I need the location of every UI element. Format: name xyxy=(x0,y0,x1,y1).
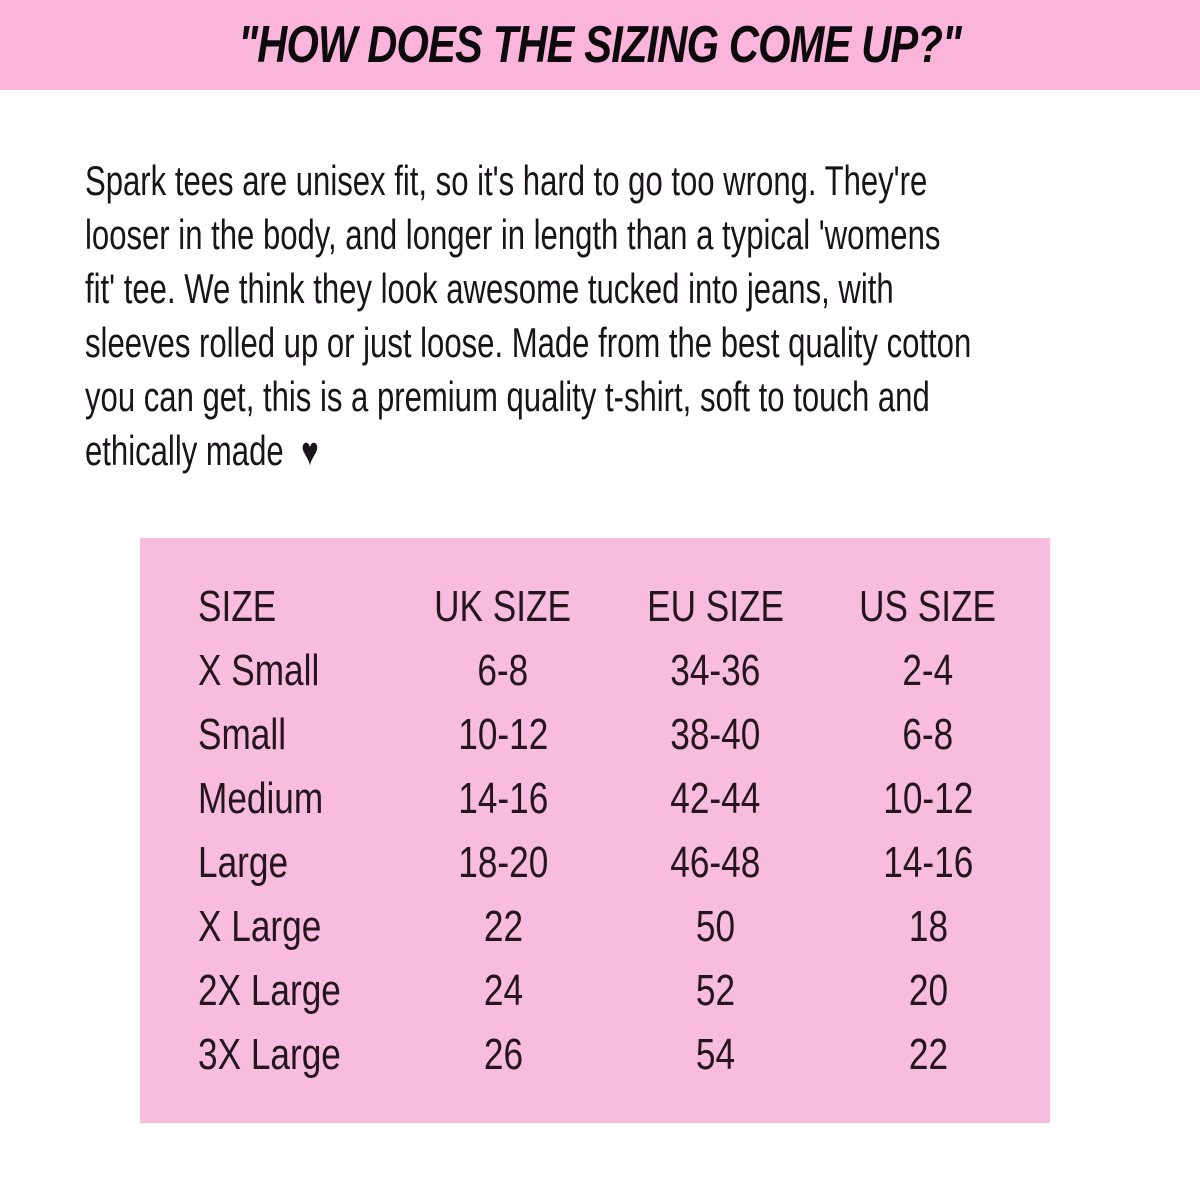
page-title: "HOW DOES THE SIZING COME UP?" xyxy=(238,16,962,74)
table-cell: 2-4 xyxy=(823,646,1033,696)
table-cell-value: 2-4 xyxy=(902,646,954,695)
table-row: X Small 6-8 34-36 2-4 xyxy=(198,639,1050,703)
paragraph-line: looser in the body, and longer in length… xyxy=(85,211,941,258)
column-header: UK SIZE xyxy=(398,582,608,632)
table-cell: X Large xyxy=(198,902,398,952)
column-header: EU SIZE xyxy=(608,582,823,632)
table-cell-value: 6-8 xyxy=(477,646,529,695)
intro-paragraph: Spark tees are unisex fit, so it's hard … xyxy=(85,154,1200,479)
table-cell: 18-20 xyxy=(398,838,608,888)
table-cell-value: X Small xyxy=(198,646,320,695)
table-cell-value: 52 xyxy=(695,966,736,1015)
paragraph-line-text: ethically made xyxy=(85,427,284,474)
table-cell: 26 xyxy=(398,1030,608,1080)
table-cell: 50 xyxy=(608,902,823,952)
table-row: Medium 14-16 42-44 10-12 xyxy=(198,767,1050,831)
table-cell-value: X Large xyxy=(198,902,322,951)
table-cell-value: 6-8 xyxy=(902,710,954,759)
table-cell-value: 14-16 xyxy=(457,774,549,823)
table-cell-value: 10-12 xyxy=(457,710,549,759)
sizing-guide-page: "HOW DOES THE SIZING COME UP?" Spark tee… xyxy=(0,0,1200,1123)
table-cell: 42-44 xyxy=(608,774,823,824)
paragraph-line: Spark tees are unisex fit, so it's hard … xyxy=(85,157,928,204)
table-cell-value: 42-44 xyxy=(670,774,761,823)
table-header-row: SIZE UK SIZE EU SIZE US SIZE xyxy=(198,575,1050,639)
table-cell: 10-12 xyxy=(398,710,608,760)
table-cell: 14-16 xyxy=(823,838,1033,888)
table-cell-value: 18 xyxy=(908,902,948,951)
column-header-label: US SIZE xyxy=(859,582,997,631)
column-header-label: EU SIZE xyxy=(647,582,784,631)
table-cell: 6-8 xyxy=(823,710,1033,760)
table-cell: 10-12 xyxy=(823,774,1033,824)
table-row: 3X Large 26 54 22 xyxy=(198,1023,1050,1087)
table-cell-value: 46-48 xyxy=(670,838,761,887)
table-cell-value: 54 xyxy=(695,1030,736,1079)
size-table: SIZE UK SIZE EU SIZE US SIZE X Small 6-8 34-36… xyxy=(140,538,1050,1123)
table-cell: 6-8 xyxy=(398,646,608,696)
table-cell-value: 10-12 xyxy=(882,774,974,823)
table-cell: 54 xyxy=(608,1030,823,1080)
paragraph-line: ethically made ♥ xyxy=(85,424,910,479)
column-header-label: UK SIZE xyxy=(434,582,572,631)
table-cell: 22 xyxy=(398,902,608,952)
table-cell-value: 22 xyxy=(483,902,523,951)
table-row: Large 18-20 46-48 14-16 xyxy=(198,831,1050,895)
table-cell: 52 xyxy=(608,966,823,1016)
table-cell-value: 14-16 xyxy=(882,838,974,887)
table-cell-value: 22 xyxy=(908,1030,948,1079)
table-cell-value: 18-20 xyxy=(457,838,549,887)
table-cell-value: 26 xyxy=(483,1030,523,1079)
table-cell: Small xyxy=(198,710,398,760)
table-cell-value: 50 xyxy=(695,902,736,951)
table-cell: X Small xyxy=(198,646,398,696)
paragraph-line: you can get, this is a premium quality t… xyxy=(85,373,930,420)
table-cell-value: 2X Large xyxy=(198,966,341,1015)
paragraph-line: sleeves rolled up or just loose. Made fr… xyxy=(85,319,972,366)
table-cell-value: 3X Large xyxy=(198,1030,341,1079)
table-cell-value: Medium xyxy=(198,774,324,823)
table-cell: 46-48 xyxy=(608,838,823,888)
table-cell: 14-16 xyxy=(398,774,608,824)
table-cell: 3X Large xyxy=(198,1030,398,1080)
table-cell: 38-40 xyxy=(608,710,823,760)
table-cell-value: 34-36 xyxy=(670,646,761,695)
column-header-label: SIZE xyxy=(198,582,277,631)
table-row: X Large 22 50 18 xyxy=(198,895,1050,959)
column-header: SIZE xyxy=(198,582,398,632)
table-cell: 24 xyxy=(398,966,608,1016)
column-header: US SIZE xyxy=(823,582,1033,632)
table-cell: Medium xyxy=(198,774,398,824)
table-cell-value: Small xyxy=(198,710,287,759)
table-cell: Large xyxy=(198,838,398,888)
table-cell: 34-36 xyxy=(608,646,823,696)
header-banner: "HOW DOES THE SIZING COME UP?" xyxy=(0,0,1200,90)
table-cell: 18 xyxy=(823,902,1033,952)
table-cell: 2X Large xyxy=(198,966,398,1016)
table-row: Small 10-12 38-40 6-8 xyxy=(198,703,1050,767)
table-cell-value: Large xyxy=(198,838,289,887)
table-row: 2X Large 24 52 20 xyxy=(198,959,1050,1023)
heart-icon: ♥ xyxy=(301,430,319,474)
table-cell: 22 xyxy=(823,1030,1033,1080)
table-cell-value: 38-40 xyxy=(670,710,761,759)
table-cell: 20 xyxy=(823,966,1033,1016)
table-cell-value: 20 xyxy=(908,966,948,1015)
paragraph-line: fit' tee. We think they look awesome tuc… xyxy=(85,265,894,312)
table-cell-value: 24 xyxy=(483,966,523,1015)
